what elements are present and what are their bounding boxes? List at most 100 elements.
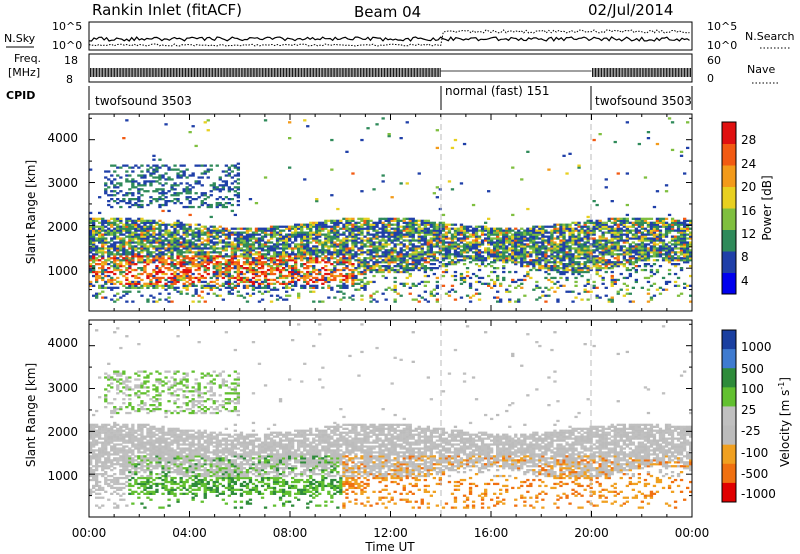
heatmap-cell (212, 245, 216, 248)
heatmap-cell (598, 245, 602, 248)
heatmap-cell (185, 192, 189, 195)
heatmap-cell (239, 270, 244, 274)
heatmap-cell (480, 225, 485, 228)
heatmap-cell (170, 241, 174, 244)
heatmap-cell (152, 233, 156, 236)
heatmap-cell (556, 223, 560, 226)
heatmap-cell (134, 202, 138, 205)
heatmap-cell (616, 278, 620, 282)
heatmap-cell (381, 217, 385, 220)
heatmap-cell (89, 270, 93, 274)
heatmap-cell (179, 265, 183, 268)
heatmap-cell (107, 186, 111, 189)
heatmap-cell (384, 241, 388, 244)
heatmap-cell (113, 219, 117, 222)
heatmap-cell (333, 233, 337, 236)
heatmap-cell (194, 288, 198, 291)
heatmap-cell (601, 231, 605, 234)
heatmap-cell (149, 219, 153, 222)
heatmap-cell (224, 261, 229, 264)
heatmap-cell (321, 221, 325, 224)
heatmap-cell (351, 270, 355, 274)
heatmap-cell (143, 174, 147, 177)
heatmap-cell (474, 280, 479, 284)
heatmap-cell (505, 259, 509, 262)
heatmap-cell (269, 233, 274, 236)
heatmap-cell (227, 198, 232, 201)
heatmap-cell (315, 233, 319, 236)
heatmap-cell (161, 229, 165, 232)
heatmap-cell (113, 268, 117, 272)
heatmap-cell (300, 253, 304, 256)
heatmap-cell (122, 239, 126, 242)
heatmap-cell (414, 221, 418, 224)
heatmap-cell (128, 257, 132, 260)
heatmap-cell (372, 225, 376, 228)
heatmap-cell (239, 267, 244, 270)
heatmap-cell (149, 223, 153, 226)
heatmap-cell (312, 290, 316, 293)
heatmap-cell (622, 251, 627, 254)
heatmap-cell (387, 237, 391, 240)
heatmap-cell (161, 221, 165, 224)
heatmap-cell (164, 247, 168, 250)
heatmap-cell (197, 255, 201, 258)
heatmap-cell (360, 286, 364, 289)
heatmap-cell (487, 274, 491, 278)
heatmap-cell (92, 268, 96, 272)
heatmap-cell (116, 235, 120, 238)
heatmap-cell (251, 261, 256, 264)
heatmap-cell (372, 257, 376, 260)
heatmap-cell (622, 294, 627, 297)
heatmap-cell (104, 268, 108, 272)
heatmap-cell (158, 235, 162, 238)
heatmap-cell (366, 282, 370, 285)
heatmap-cell (221, 188, 226, 191)
heatmap-cell (221, 198, 226, 201)
heatmap-cell (306, 235, 310, 238)
heatmap-cell (309, 237, 313, 240)
heatmap-cell (622, 253, 627, 256)
heatmap-cell (423, 237, 428, 240)
heatmap-cell (239, 249, 244, 252)
heatmap-cell (450, 253, 455, 256)
heatmap-cell (101, 247, 105, 250)
heatmap-cell (89, 227, 93, 230)
heatmap-cell (423, 261, 428, 264)
heatmap-cell (167, 255, 171, 258)
heatmap-cell (577, 249, 581, 252)
heatmap-cell (420, 229, 424, 232)
heatmap-cell (125, 268, 129, 272)
heatmap-cell (128, 282, 132, 285)
heatmap-cell (384, 217, 388, 220)
heatmap-cell (179, 245, 183, 248)
heatmap-cell (315, 237, 319, 240)
heatmap-cell (113, 186, 117, 189)
heatmap-cell (272, 257, 277, 260)
heatmap-cell (393, 219, 397, 222)
heatmap-cell (158, 198, 162, 201)
heatmap-cell (161, 209, 165, 213)
heatmap-cell (538, 229, 542, 232)
heatmap-cell (499, 251, 503, 254)
heatmap-cell (592, 245, 596, 248)
heatmap-cell (128, 245, 132, 248)
heatmap-cell (131, 282, 135, 285)
heatmap-cell (125, 174, 129, 177)
heatmap-cell (520, 241, 524, 244)
heatmap-cell (188, 225, 192, 228)
heatmap-cell (272, 272, 277, 276)
heatmap-cell (95, 257, 99, 260)
heatmap-cell (535, 255, 539, 258)
heatmap-cell (278, 274, 283, 278)
heatmap-cell (342, 245, 346, 248)
heatmap-cell (613, 227, 617, 230)
heatmap-cell (155, 198, 159, 201)
heatmap-cell (206, 284, 210, 287)
heatmap-cell (619, 231, 623, 234)
heatmap-cell (146, 227, 150, 230)
heatmap-cell (480, 255, 485, 258)
heatmap-cell (625, 253, 630, 256)
heatmap-cell (610, 282, 614, 285)
heatmap-cell (565, 265, 569, 268)
